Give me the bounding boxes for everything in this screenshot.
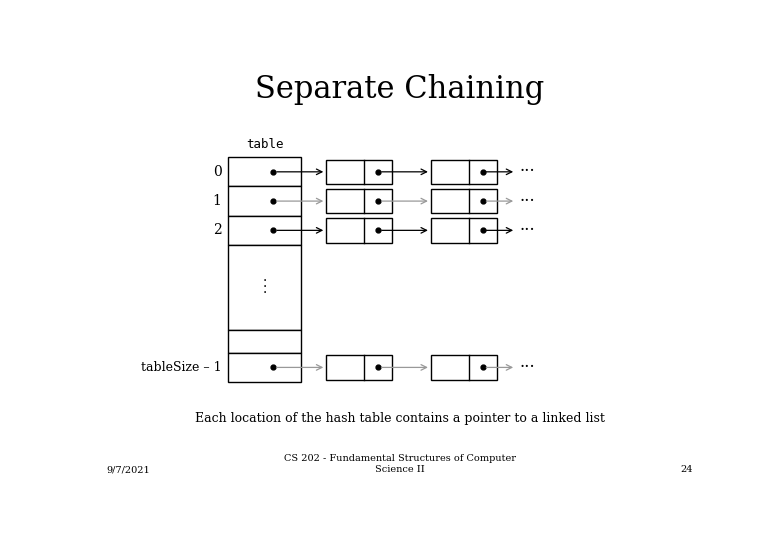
Text: Separate Chaining: Separate Chaining xyxy=(255,74,544,105)
Text: 24: 24 xyxy=(680,465,693,475)
Text: 0: 0 xyxy=(213,165,222,179)
Bar xyxy=(228,157,301,186)
Bar xyxy=(326,189,392,213)
Text: ···: ··· xyxy=(519,359,535,376)
Text: ···: ··· xyxy=(519,163,535,180)
Bar xyxy=(228,353,301,382)
Bar xyxy=(326,159,392,184)
Text: 9/7/2021: 9/7/2021 xyxy=(107,465,151,475)
Text: ·: · xyxy=(262,287,267,300)
Bar xyxy=(228,330,301,353)
Text: 2: 2 xyxy=(213,224,222,238)
Bar xyxy=(228,215,301,245)
Bar xyxy=(431,189,497,213)
Text: CS 202 - Fundamental Structures of Computer
Science II: CS 202 - Fundamental Structures of Compu… xyxy=(284,454,516,475)
Bar xyxy=(326,218,392,242)
Bar xyxy=(228,245,301,330)
Bar xyxy=(228,186,301,215)
Bar xyxy=(431,218,497,242)
Text: Each location of the hash table contains a pointer to a linked list: Each location of the hash table contains… xyxy=(195,412,604,425)
Text: tableSize – 1: tableSize – 1 xyxy=(141,361,222,374)
Text: ·: · xyxy=(262,274,267,288)
Text: table: table xyxy=(246,138,283,151)
Text: ·: · xyxy=(262,280,267,294)
Bar xyxy=(431,159,497,184)
Bar xyxy=(326,355,392,380)
Text: ···: ··· xyxy=(519,222,535,239)
Bar xyxy=(431,355,497,380)
Text: ···: ··· xyxy=(519,193,535,210)
Text: 1: 1 xyxy=(213,194,222,208)
